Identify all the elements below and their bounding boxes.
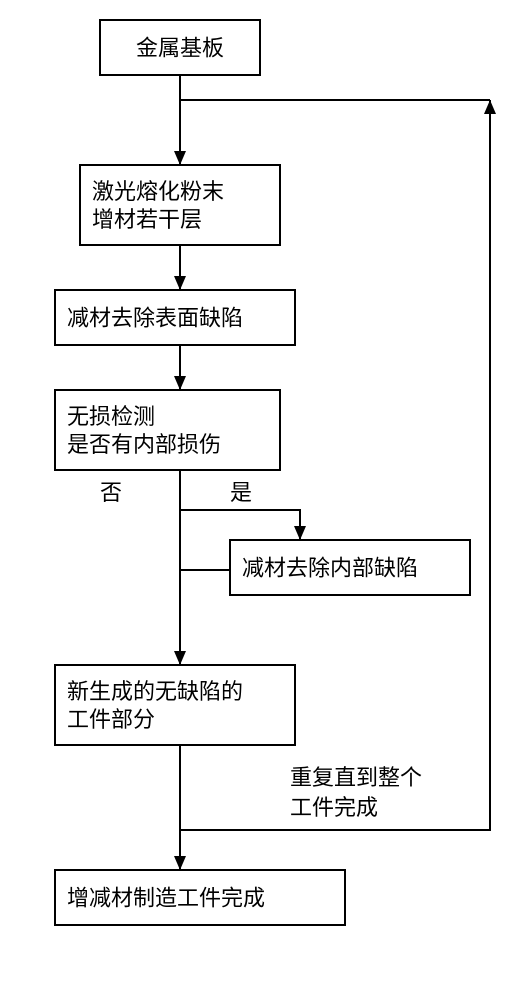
label-yes: 是 — [230, 480, 252, 505]
node-box — [55, 390, 280, 470]
node-text: 增减材制造工件完成 — [67, 886, 265, 911]
label-loop2: 工件完成 — [290, 795, 378, 820]
node-text: 无损检测 — [67, 404, 155, 429]
node-text: 工件部分 — [67, 707, 155, 732]
node-text: 是否有内部损伤 — [67, 432, 221, 457]
flow-node-n6: 新生成的无缺陷的工件部分 — [55, 665, 295, 745]
flow-node-n1: 金属基板 — [100, 20, 260, 75]
arrow-head — [174, 276, 186, 290]
arrow-head — [174, 376, 186, 390]
flow-node-n3: 减材去除表面缺陷 — [55, 290, 295, 345]
edge — [180, 510, 300, 540]
flow-node-n4: 无损检测是否有内部损伤 — [55, 390, 280, 470]
node-text: 增材若干层 — [92, 207, 202, 232]
node-text: 新生成的无缺陷的 — [67, 679, 243, 704]
flow-node-n5: 减材去除内部缺陷 — [230, 540, 470, 595]
arrow-head — [484, 100, 496, 114]
arrow-head — [174, 651, 186, 665]
arrow-head — [294, 526, 306, 540]
node-box — [80, 165, 280, 245]
flow-node-n7: 增减材制造工件完成 — [55, 870, 345, 925]
node-text: 激光熔化粉末 — [92, 179, 224, 204]
node-box — [55, 665, 295, 745]
node-text: 减材去除内部缺陷 — [242, 556, 418, 581]
node-text: 减材去除表面缺陷 — [67, 306, 243, 331]
node-text: 金属基板 — [136, 36, 224, 61]
arrow-head — [174, 151, 186, 165]
label-no: 否 — [100, 480, 122, 505]
label-loop1: 重复直到整个 — [290, 765, 422, 790]
flow-node-n2: 激光熔化粉末增材若干层 — [80, 165, 280, 245]
arrow-head — [174, 856, 186, 870]
